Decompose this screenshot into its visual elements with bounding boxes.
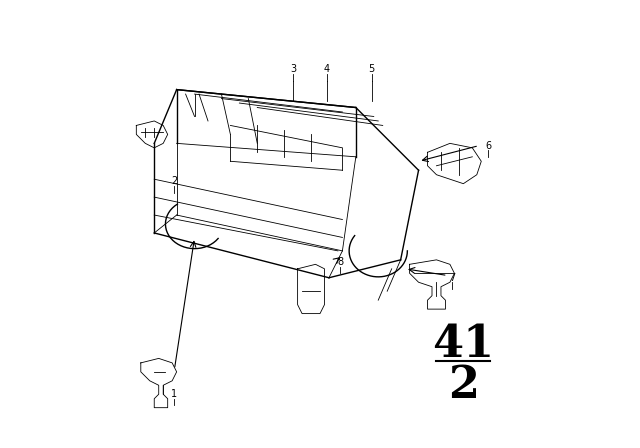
Text: 5: 5 bbox=[369, 65, 374, 74]
Text: 2: 2 bbox=[448, 364, 479, 407]
Text: 7: 7 bbox=[449, 273, 455, 283]
Text: 8: 8 bbox=[337, 257, 343, 267]
Text: 41: 41 bbox=[433, 323, 494, 366]
Text: 4: 4 bbox=[324, 65, 330, 74]
Text: 3: 3 bbox=[290, 65, 296, 74]
Text: 6: 6 bbox=[485, 141, 491, 151]
Text: 1: 1 bbox=[172, 389, 177, 399]
Text: 2: 2 bbox=[172, 177, 177, 186]
